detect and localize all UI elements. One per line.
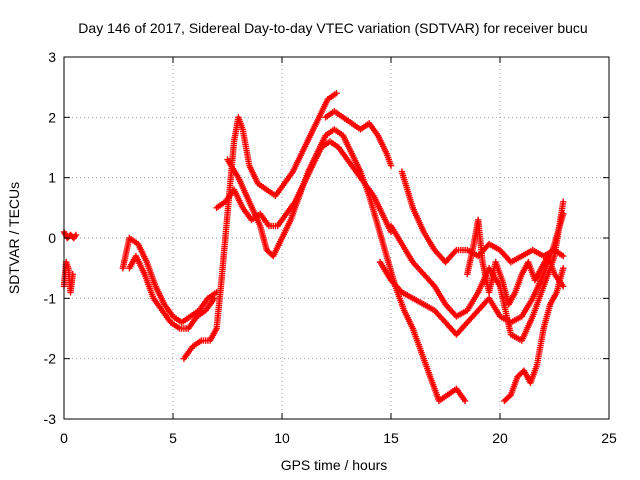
data-point (560, 198, 567, 205)
data-series (126, 252, 218, 332)
data-series (464, 216, 567, 308)
data-point (333, 90, 340, 97)
x-tick-label: 20 (492, 430, 508, 446)
chart-title: Day 146 of 2017, Sidereal Day-to-day VTE… (78, 20, 587, 36)
data-series (180, 90, 340, 362)
data-series (224, 126, 469, 405)
tick-layer: 0 5 10 15 20 25 -3 -2 -1 0 1 2 3 (44, 49, 617, 446)
y-tick-label: -2 (44, 351, 57, 367)
x-tick-label: 10 (274, 430, 290, 446)
data-series (60, 258, 76, 296)
x-tick-label: 25 (601, 430, 617, 446)
data-series (398, 168, 567, 266)
data-point (72, 231, 80, 239)
y-tick-label: 2 (48, 109, 56, 125)
data-series (60, 228, 80, 242)
y-tick-label: -1 (44, 290, 57, 306)
y-tick-label: 1 (48, 170, 56, 186)
x-tick-label: 5 (169, 430, 177, 446)
data-series (501, 264, 567, 405)
x-tick-label: 15 (383, 430, 399, 446)
x-tick-label: 0 (60, 430, 68, 446)
y-axis-label: SDTVAR / TECUs (6, 182, 22, 294)
x-axis-label: GPS time / hours (281, 457, 388, 473)
y-tick-label: -3 (44, 411, 57, 427)
data-point (560, 252, 567, 260)
data-layer (60, 90, 567, 405)
data-point (387, 162, 395, 169)
y-tick-label: 0 (48, 230, 56, 246)
y-tick-label: 3 (48, 49, 56, 65)
data-point (461, 397, 469, 405)
data-series (119, 234, 220, 326)
data-series (322, 108, 395, 169)
data-point (560, 264, 567, 272)
data-point (69, 271, 76, 278)
data-point (506, 392, 513, 400)
